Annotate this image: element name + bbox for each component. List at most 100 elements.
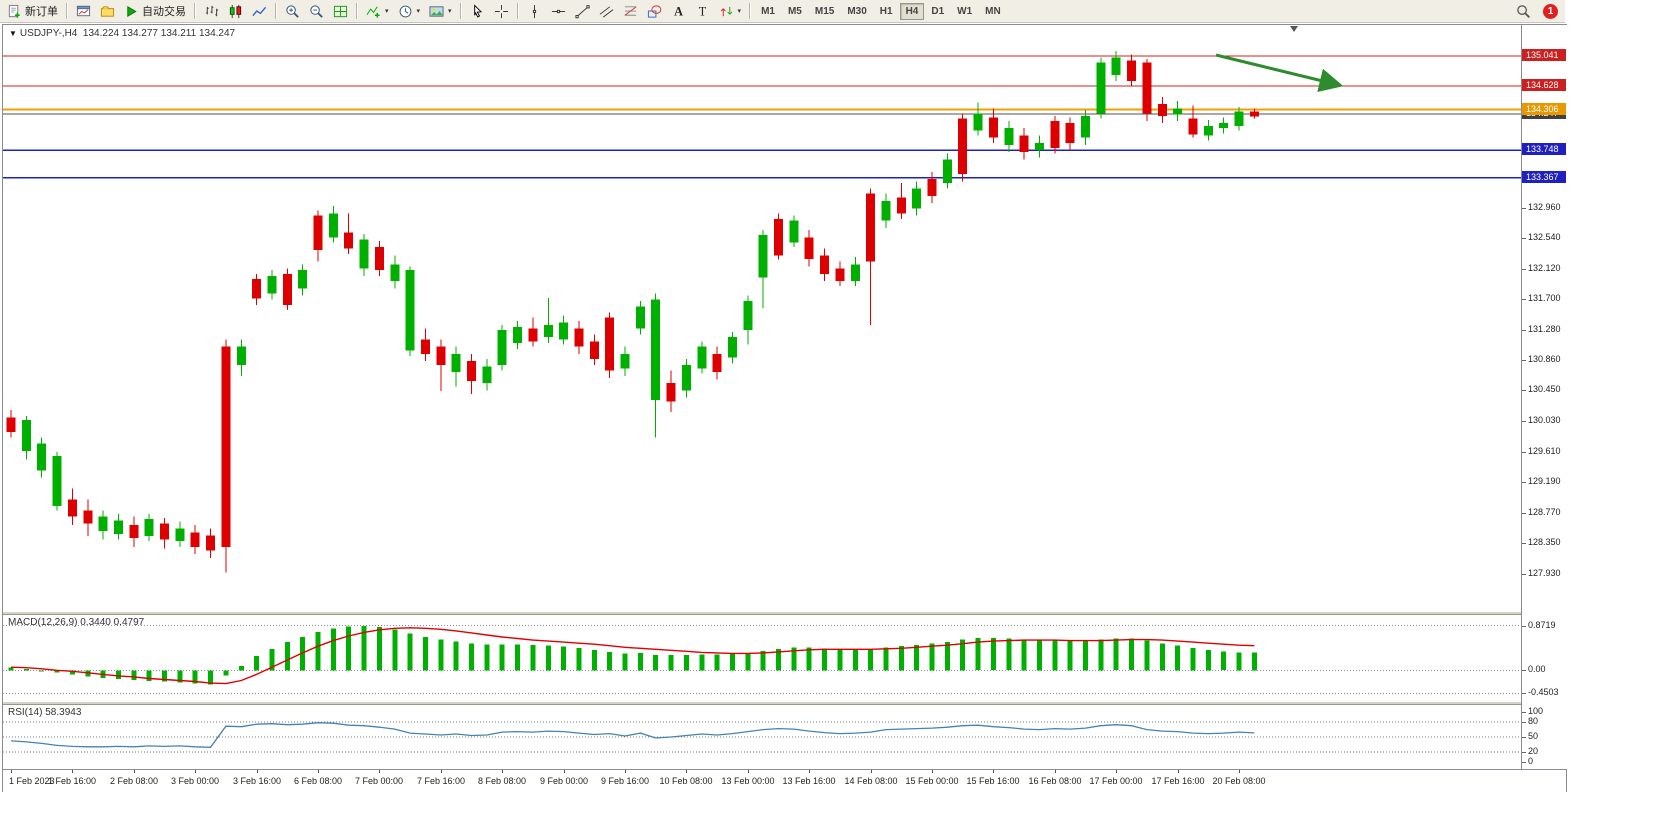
time-tick [1178, 770, 1179, 773]
notification-badge[interactable]: 1 [1543, 3, 1558, 19]
templates-button[interactable]: ▾ [425, 0, 456, 23]
linechart-icon [252, 6, 267, 16]
arrows-icon [720, 6, 732, 16]
horizontal-line-button[interactable] [547, 0, 570, 23]
crosshair-button[interactable] [490, 0, 513, 23]
panel-separator-2[interactable] [3, 701, 1566, 705]
time-tick [993, 770, 994, 773]
price-scale-label: 0.8719 [1528, 620, 1556, 630]
chart-symbol-period: USDJPY-,H4 [19, 28, 78, 39]
macd-canvas[interactable] [3, 615, 1521, 701]
new-order-icon [8, 4, 20, 18]
timeframe-m15[interactable]: M15 [814, 5, 835, 17]
time-axis-label: 16 Feb 08:00 [1028, 776, 1082, 786]
timeframe-h4[interactable]: H4 [899, 2, 925, 20]
panel-separator[interactable] [3, 611, 1566, 615]
candlestick-chart-button[interactable] [224, 0, 247, 23]
macd-panel[interactable]: MACD(12,26,9) 0.3440 0.4797 [3, 615, 1521, 701]
autotrading-button[interactable]: 自动交易 [120, 0, 190, 23]
time-axis-label: 17 Feb 00:00 [1089, 776, 1143, 786]
time-axis-label: 20 Feb 08:00 [1212, 776, 1266, 786]
time-axis[interactable]: 1 Feb 2023 1 Feb 16:00 2 Feb 08:00 3 Feb 00… [3, 769, 1566, 792]
rsi-canvas[interactable] [3, 705, 1521, 769]
equidistant-channel-button[interactable] [595, 0, 618, 23]
timeframe-m1[interactable]: M1 [761, 5, 775, 17]
scale-tick [1522, 269, 1526, 270]
scale-tick [1522, 693, 1526, 694]
shapes-button[interactable] [643, 0, 666, 23]
text-a-icon: A [674, 4, 683, 18]
dropdown-arrow-icon: ▾ [416, 8, 421, 15]
trendline-button[interactable] [571, 0, 594, 23]
text-button[interactable]: A [667, 0, 690, 23]
time-tick [1055, 770, 1056, 773]
timeframe-h1[interactable]: H1 [879, 5, 893, 17]
price-scale-label: 132.960 [1528, 202, 1561, 212]
time-axis-label: 2 Feb 08:00 [109, 776, 159, 786]
time-tick [11, 770, 12, 773]
timeframe-mn[interactable]: MN [985, 5, 1001, 17]
scale-tick [1522, 626, 1526, 627]
time-axis-label: 6 Feb 08:00 [293, 776, 343, 786]
main-chart-canvas[interactable] [3, 25, 1521, 611]
indicators-button[interactable]: ▾ [362, 0, 393, 23]
timeframe-m5[interactable]: M5 [787, 5, 802, 17]
time-axis-label: 13 Feb 00:00 [721, 776, 775, 786]
line-chart-button[interactable] [248, 0, 271, 23]
price-scale[interactable]: 132.960 132.540 132.120 131.700 131.280 130.8… [1521, 25, 1567, 769]
price-scale-label: 129.610 [1528, 446, 1561, 456]
indicator-icon [366, 6, 380, 18]
scale-tick [1522, 238, 1526, 239]
scale-tick [1522, 762, 1526, 763]
toolbar-right-group: 1 [1512, 0, 1562, 23]
cursor-icon [473, 3, 482, 18]
new-order-button[interactable]: 新订单 [3, 0, 62, 23]
scale-tick [1522, 712, 1526, 713]
macd-label: MACD(12,26,9) 0.3440 0.4797 [8, 617, 145, 628]
time-tick [686, 770, 687, 773]
play-icon [127, 5, 137, 17]
cursor-button[interactable] [466, 0, 489, 23]
chart-window: ▼ USDJPY-,H4 134.224 134.277 134.211 134.… [2, 24, 1567, 792]
toolbar-separator [275, 3, 277, 19]
time-axis-label: 3 Feb 00:00 [170, 776, 220, 786]
price-line-badge: 133.748 [1522, 143, 1566, 155]
time-axis-label: 7 Feb 16:00 [416, 776, 466, 786]
arrows-button[interactable]: ▾ [715, 0, 746, 23]
periods-button[interactable]: ▾ [394, 0, 425, 23]
text-label-button[interactable]: T [691, 0, 714, 23]
price-line-badge: 134.628 [1522, 79, 1566, 91]
timeframe-d1[interactable]: D1 [931, 5, 945, 17]
zoom-out-icon [310, 4, 323, 18]
zoom-out-button[interactable] [305, 0, 328, 23]
bar-chart-button[interactable] [200, 0, 223, 23]
zoom-in-button[interactable] [281, 0, 304, 23]
crosshair-icon [494, 4, 508, 18]
scale-tick [1522, 360, 1526, 361]
timeframe-m30[interactable]: M30 [847, 5, 867, 17]
dropdown-arrow-icon: ▾ [737, 8, 742, 15]
time-tick [195, 770, 196, 773]
main-chart-panel[interactable]: ▼ USDJPY-,H4 134.224 134.277 134.211 134.… [3, 25, 1521, 611]
profiles-button[interactable] [96, 0, 119, 23]
price-scale-label: 20 [1528, 746, 1539, 756]
rsi-panel[interactable]: RSI(14) 58.3943 [3, 705, 1521, 769]
chart-shift-marker [1290, 26, 1298, 32]
search-button[interactable] [1512, 0, 1535, 23]
price-scale-label: 128.770 [1528, 507, 1561, 517]
charts-button[interactable] [72, 0, 95, 23]
tile-windows-button[interactable] [329, 0, 352, 23]
price-scale-label: 131.700 [1528, 293, 1561, 303]
timeframe-w1[interactable]: W1 [957, 5, 973, 17]
price-scale-label: 132.120 [1528, 263, 1561, 273]
scale-tick [1522, 670, 1526, 671]
vertical-line-button[interactable] [523, 0, 546, 23]
autotrading-button-label: 自动交易 [142, 6, 186, 18]
search-icon [1517, 4, 1530, 18]
toolbar-separator [459, 3, 462, 19]
price-scale-label: 50 [1528, 731, 1539, 741]
price-line-badge: 135.041 [1522, 49, 1566, 61]
price-scale-label: 100 [1528, 706, 1544, 716]
fibonacci-button[interactable] [619, 0, 642, 23]
one-click-trading-arrow-icon[interactable]: ▼ [9, 29, 17, 38]
